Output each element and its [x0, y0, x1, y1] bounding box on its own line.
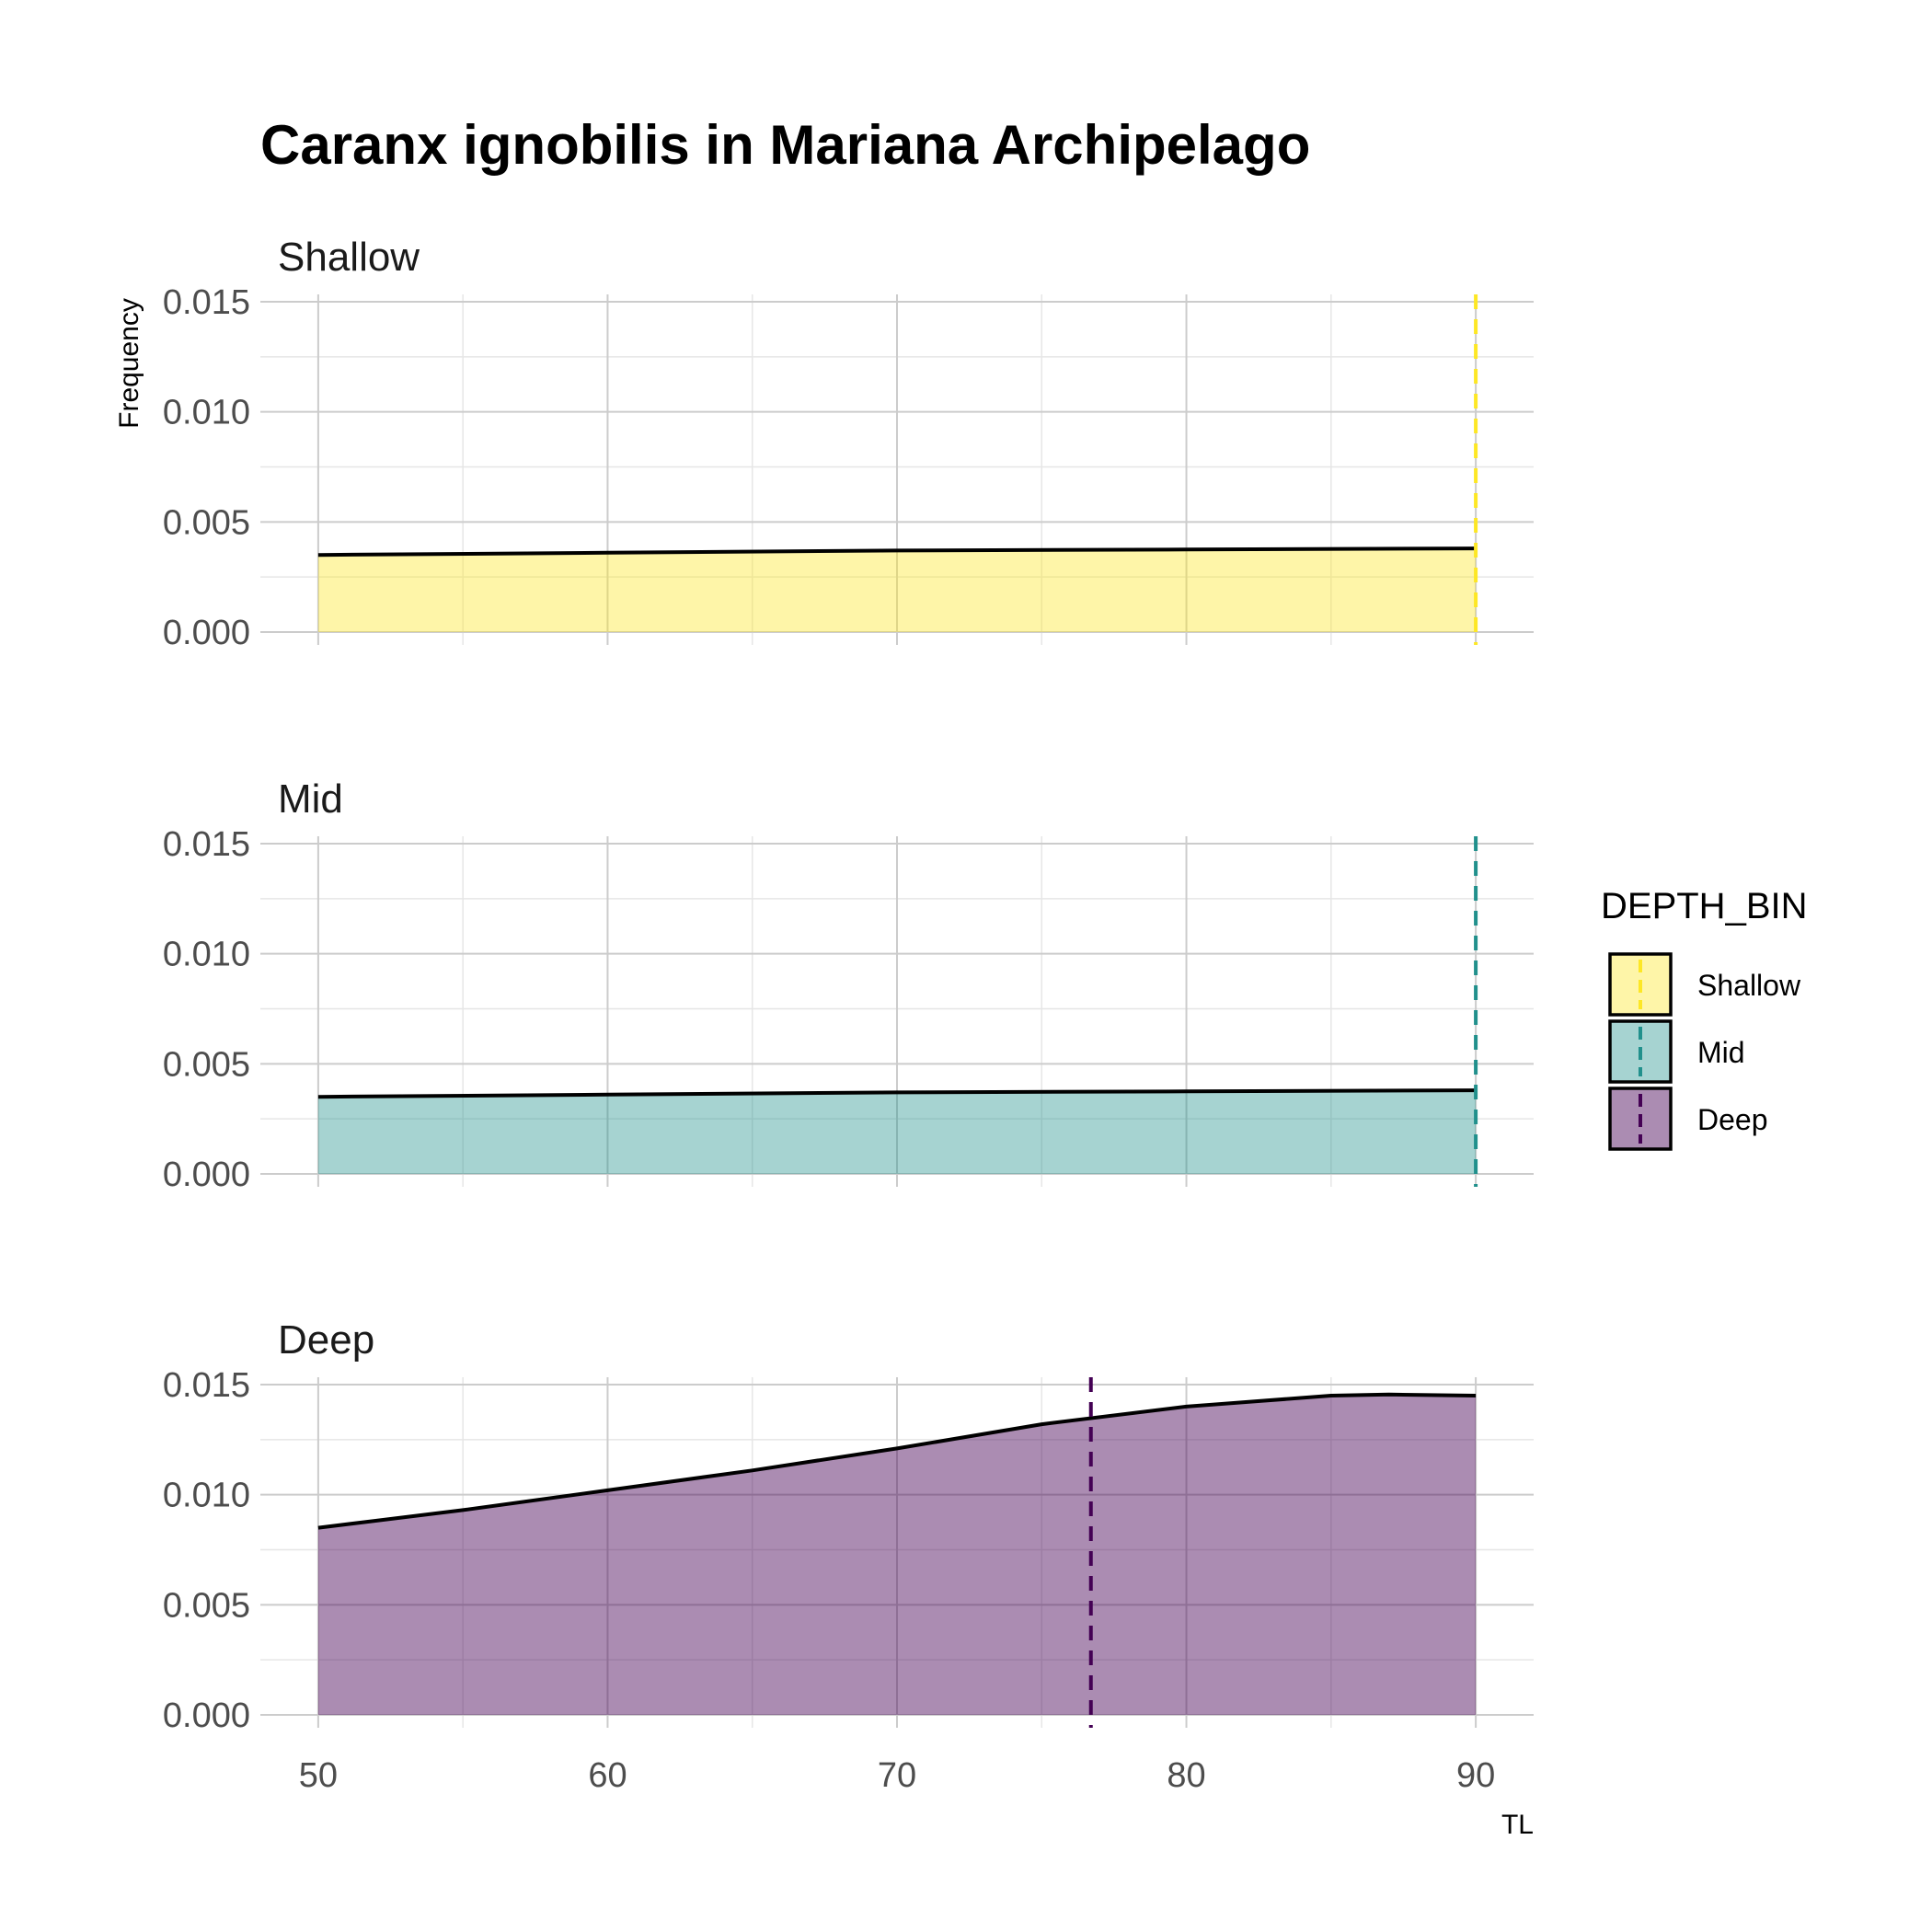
- density-line-mid: [317, 1088, 1477, 1099]
- legend-item-mid: Mid: [1608, 1019, 1745, 1084]
- legend-title: DEPTH_BIN: [1601, 886, 1808, 926]
- legend-label: Shallow: [1697, 969, 1801, 1002]
- y-tick-label: 0.010: [163, 936, 250, 974]
- y-tick-label: 0.000: [163, 614, 250, 652]
- y-tick-label: 0.015: [163, 283, 250, 322]
- x-tick-label: 50: [299, 1756, 338, 1795]
- facet-panels: Shallow 0.000 0.005 0.010 0.015 Mid 0.000 0.005…: [163, 235, 1534, 1735]
- density-line-deep: [317, 1392, 1477, 1530]
- y-tick-label: 0.010: [163, 394, 250, 432]
- y-tick-label: 0.000: [163, 1156, 250, 1194]
- y-tick-label: 0.010: [163, 1477, 250, 1515]
- density-line-shallow: [317, 546, 1477, 558]
- panel-strip-label: Mid: [278, 776, 343, 822]
- legend-label: Mid: [1697, 1036, 1745, 1069]
- legend: DEPTH_BIN Shallow Mid Deep: [1601, 886, 1808, 1151]
- panel-mid: Mid 0.000 0.005 0.010 0.015: [163, 776, 1534, 1194]
- legend-label: Deep: [1697, 1103, 1768, 1136]
- legend-item-shallow: Shallow: [1608, 952, 1801, 1017]
- panel-strip-label: Deep: [278, 1317, 374, 1363]
- y-axis-label: Frequency: [114, 298, 144, 429]
- panel-deep: Deep 0.000 0.005 0.010 0.015: [163, 1317, 1534, 1735]
- y-tick-label: 0.000: [163, 1696, 250, 1735]
- density-area-shallow: [317, 548, 1477, 632]
- y-tick-label: 0.005: [163, 503, 250, 542]
- panel-shallow: Shallow 0.000 0.005 0.010 0.015: [163, 235, 1534, 652]
- x-tick-label: 80: [1167, 1756, 1205, 1795]
- x-tick-label: 60: [588, 1756, 627, 1795]
- panel-strip-label: Shallow: [278, 235, 420, 280]
- y-tick-label: 0.015: [163, 825, 250, 864]
- x-tick-label: 70: [878, 1756, 916, 1795]
- x-axis-label: TL: [1501, 1810, 1534, 1840]
- chart-title: Caranx ignobilis in Mariana Archipelago: [260, 114, 1310, 176]
- x-axis: 50 60 70 80 90: [299, 1756, 1495, 1795]
- y-tick-label: 0.015: [163, 1366, 250, 1405]
- density-area-mid: [317, 1090, 1477, 1174]
- y-tick-label: 0.005: [163, 1586, 250, 1625]
- legend-item-deep: Deep: [1608, 1087, 1768, 1151]
- y-tick-label: 0.005: [163, 1045, 250, 1084]
- density-area-deep: [317, 1394, 1477, 1715]
- x-tick-label: 90: [1456, 1756, 1495, 1795]
